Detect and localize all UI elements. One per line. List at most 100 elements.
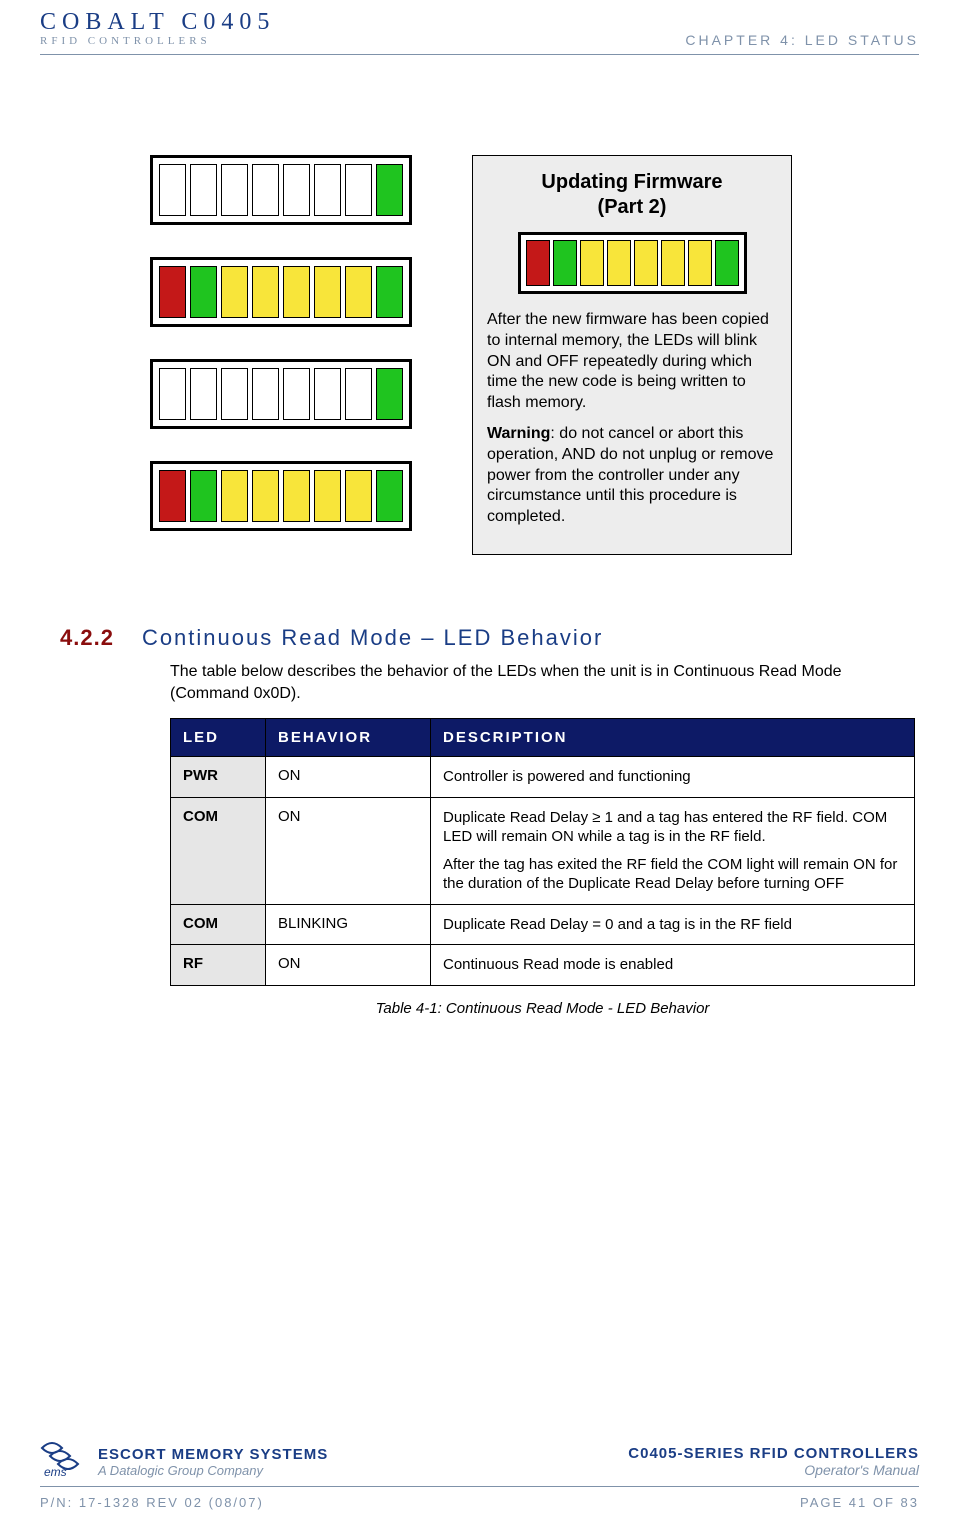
cell-description: Duplicate Read Delay ≥ 1 and a tag has e…	[431, 797, 915, 904]
led-cell	[661, 240, 685, 286]
desc-paragraph: Duplicate Read Delay = 0 and a tag is in…	[443, 915, 902, 935]
cell-led: RF	[171, 945, 266, 986]
led-cell	[345, 368, 372, 420]
led-cell	[221, 368, 248, 420]
led-cell	[283, 164, 310, 216]
cell-led: COM	[171, 904, 266, 945]
footer-bottom: P/N: 17-1328 REV 02 (08/07) PAGE 41 OF 8…	[40, 1495, 919, 1510]
product-logo: COBALT C0405 RFID CONTROLLERS	[40, 10, 275, 47]
led-cell	[314, 470, 341, 522]
led-cell	[252, 266, 279, 318]
cell-behavior: ON	[266, 945, 431, 986]
led-cell	[159, 164, 186, 216]
led-cell	[634, 240, 658, 286]
led-cell	[221, 266, 248, 318]
firmware-info-box: Updating Firmware (Part 2) After the new…	[472, 155, 792, 555]
led-cell	[283, 368, 310, 420]
led-cell	[252, 368, 279, 420]
info-title-line1: Updating Firmware	[541, 171, 722, 193]
section-heading: 4.2.2 Continuous Read Mode – LED Behavio…	[40, 625, 919, 651]
footer-company: ESCORT MEMORY SYSTEMS	[98, 1446, 328, 1463]
led-cell	[580, 240, 604, 286]
cell-behavior: ON	[266, 797, 431, 904]
desc-paragraph: After the tag has exited the RF field th…	[443, 855, 902, 894]
cell-description: Controller is powered and functioning	[431, 757, 915, 798]
desc-paragraph: Controller is powered and functioning	[443, 767, 902, 787]
info-paragraph-1: After the new firmware has been copied t…	[487, 310, 777, 414]
cell-description: Continuous Read mode is enabled	[431, 945, 915, 986]
led-strip	[150, 155, 412, 225]
cell-behavior: ON	[266, 757, 431, 798]
section-number: 4.2.2	[60, 625, 114, 651]
led-strip-stack	[150, 155, 412, 555]
led-cell	[314, 164, 341, 216]
footer-product: C0405-SERIES RFID CONTROLLERS	[628, 1445, 919, 1462]
page-header: COBALT C0405 RFID CONTROLLERS CHAPTER 4:…	[40, 10, 919, 55]
page: COBALT C0405 RFID CONTROLLERS CHAPTER 4:…	[0, 0, 959, 1530]
footer-left: ems ESCORT MEMORY SYSTEMS A Datalogic Gr…	[40, 1438, 328, 1478]
led-cell	[553, 240, 577, 286]
led-cell	[190, 266, 217, 318]
led-cell	[314, 368, 341, 420]
svg-text:ems: ems	[44, 1465, 67, 1478]
cell-led: COM	[171, 797, 266, 904]
led-cell	[376, 266, 403, 318]
info-title-line2: (Part 2)	[598, 196, 667, 218]
desc-paragraph: Duplicate Read Delay ≥ 1 and a tag has e…	[443, 808, 902, 847]
footer-pn: P/N: 17-1328 REV 02 (08/07)	[40, 1495, 264, 1510]
page-footer: ems ESCORT MEMORY SYSTEMS A Datalogic Gr…	[40, 1438, 919, 1510]
info-box-title: Updating Firmware (Part 2)	[487, 170, 777, 220]
led-behavior-table: LED BEHAVIOR DESCRIPTION PWRONController…	[170, 718, 915, 986]
table-row: COMBLINKING Duplicate Read Delay = 0 and …	[171, 904, 915, 945]
led-cell	[376, 164, 403, 216]
footer-page: PAGE 41 OF 83	[800, 1495, 919, 1510]
led-cell	[345, 266, 372, 318]
led-cell	[221, 470, 248, 522]
section-4-2-2: 4.2.2 Continuous Read Mode – LED Behavio…	[40, 625, 919, 1017]
footer-right: C0405-SERIES RFID CONTROLLERS Operator's…	[628, 1445, 919, 1478]
led-cell	[159, 470, 186, 522]
footer-top: ems ESCORT MEMORY SYSTEMS A Datalogic Gr…	[40, 1438, 919, 1487]
logo-line-2: RFID CONTROLLERS	[40, 36, 275, 47]
led-cell	[607, 240, 631, 286]
led-cell	[252, 470, 279, 522]
led-cell	[345, 470, 372, 522]
th-description: DESCRIPTION	[431, 719, 915, 757]
cell-behavior: BLINKING	[266, 904, 431, 945]
table-header-row: LED BEHAVIOR DESCRIPTION	[171, 719, 915, 757]
led-cell	[283, 470, 310, 522]
led-cell	[252, 164, 279, 216]
led-cell	[526, 240, 550, 286]
table-row: COMON Duplicate Read Delay ≥ 1 and a tag …	[171, 797, 915, 904]
section-title: Continuous Read Mode – LED Behavior	[142, 625, 603, 651]
warning-label: Warning	[487, 425, 550, 442]
table-row: PWRON Controller is powered and functioni…	[171, 757, 915, 798]
led-strip	[150, 359, 412, 429]
led-cell	[159, 266, 186, 318]
led-cell	[314, 266, 341, 318]
led-cell	[221, 164, 248, 216]
footer-company-sub: A Datalogic Group Company	[98, 1463, 328, 1478]
footer-left-text: ESCORT MEMORY SYSTEMS A Datalogic Group …	[98, 1446, 328, 1478]
led-cell	[190, 164, 217, 216]
led-cell	[376, 470, 403, 522]
led-cell	[283, 266, 310, 318]
cell-description: Duplicate Read Delay = 0 and a tag is in…	[431, 904, 915, 945]
led-cell	[190, 368, 217, 420]
chapter-label: CHAPTER 4: LED STATUS	[685, 10, 919, 48]
led-cell	[190, 470, 217, 522]
logo-line-1: COBALT C0405	[40, 10, 275, 34]
table-caption: Table 4-1: Continuous Read Mode - LED Be…	[170, 1000, 915, 1017]
footer-manual: Operator's Manual	[628, 1462, 919, 1478]
led-cell	[159, 368, 186, 420]
cell-led: PWR	[171, 757, 266, 798]
led-cell	[715, 240, 739, 286]
firmware-diagram-area: Updating Firmware (Part 2) After the new…	[150, 155, 919, 555]
led-strip	[150, 257, 412, 327]
th-led: LED	[171, 719, 266, 757]
table-row: RFONContinuous Read mode is enabled	[171, 945, 915, 986]
led-strip	[150, 461, 412, 531]
info-warning: Warning: do not cancel or abort this ope…	[487, 424, 777, 528]
info-led-strip	[518, 232, 747, 294]
ems-logo-icon: ems	[40, 1438, 88, 1478]
